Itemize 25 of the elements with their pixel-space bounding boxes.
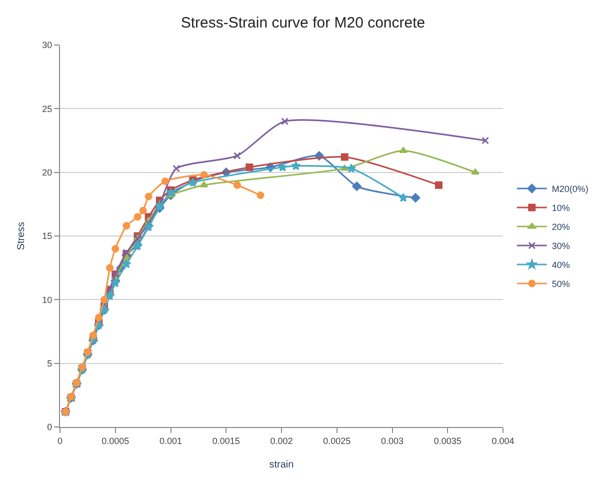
legend-label: 30%	[552, 241, 570, 252]
legend-label: 50%	[552, 279, 570, 290]
x-tick-label: 0.001	[159, 436, 182, 446]
y-tick-label: 25	[42, 104, 52, 114]
y-tick-label: 10	[42, 294, 52, 305]
x-tick-label: 0.0005	[102, 436, 130, 446]
x-tick-label: 0.0035	[434, 436, 462, 446]
x-tick-label: 0.002	[270, 436, 293, 446]
y-axis-title: Stress	[16, 222, 28, 250]
legend-label: 20%	[552, 222, 570, 232]
y-tick-label: 0	[47, 422, 52, 432]
legend-label: M20(0%)	[552, 184, 588, 194]
y-tick-label: 5	[47, 358, 52, 368]
x-tick-label: 0.0025	[323, 436, 351, 446]
x-tick-label: 0.003	[380, 436, 404, 446]
x-tick-label: 0.004	[492, 436, 514, 446]
x-tick-label: 0	[57, 436, 63, 446]
y-tick-label: 20	[42, 167, 52, 178]
chart-title: Stress-Strain curve for M20 concrete	[180, 14, 426, 32]
y-tick-label: 15	[42, 231, 52, 242]
legend-label: 40%	[552, 260, 570, 270]
y-tick-label: 30	[42, 40, 52, 50]
x-tick-label: 0.0015	[212, 436, 240, 446]
legend-label: 10%	[552, 203, 570, 214]
x-axis-title: strain	[269, 459, 294, 470]
